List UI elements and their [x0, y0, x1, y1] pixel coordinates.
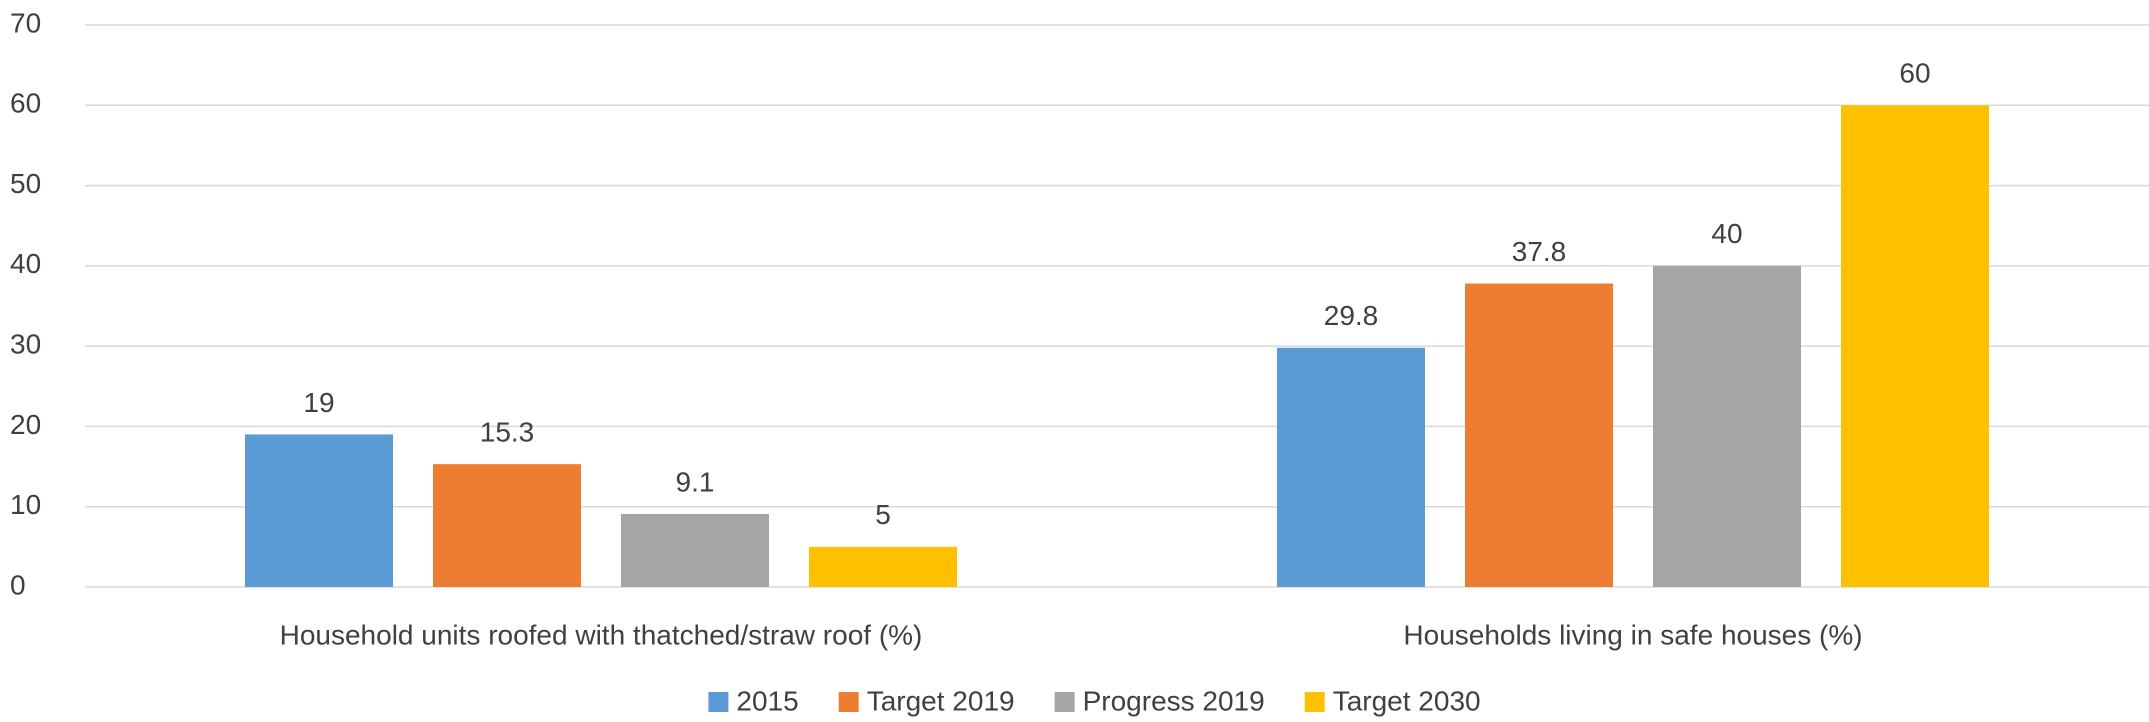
data-label: 19 [303, 387, 334, 418]
legend-label: Progress 2019 [1083, 685, 1265, 716]
y-tick-label: 40 [10, 248, 41, 279]
data-label: 5 [875, 499, 891, 530]
legend-swatch [838, 692, 859, 712]
data-label: 60 [1899, 58, 1930, 89]
y-tick-label: 50 [10, 168, 41, 199]
y-tick-label: 0 [10, 569, 26, 600]
y-tick-label: 20 [10, 409, 41, 440]
data-label: 15.3 [480, 417, 535, 448]
bar [433, 464, 581, 587]
y-tick-label: 30 [10, 329, 41, 360]
y-tick-label: 60 [10, 88, 41, 119]
bar [245, 434, 393, 587]
bar [621, 513, 769, 587]
bar [809, 546, 957, 587]
bar [1841, 105, 1989, 588]
legend-swatch [1304, 692, 1325, 712]
data-label: 40 [1711, 218, 1742, 249]
data-label: 37.8 [1512, 236, 1567, 267]
bar [1277, 347, 1425, 587]
bar [1653, 265, 1801, 587]
y-tick-label: 70 [10, 7, 41, 38]
x-tick-label: Household units roofed with thatched/str… [280, 619, 923, 650]
legend-label: 2015 [736, 685, 798, 716]
legend-swatch [708, 692, 729, 712]
legend-label: Target 2019 [867, 685, 1015, 716]
data-label: 29.8 [1324, 300, 1379, 331]
data-label: 9.1 [676, 466, 715, 497]
legend-swatch [1054, 692, 1075, 712]
x-tick-label: Households living in safe houses (%) [1403, 619, 1862, 650]
bar [1465, 283, 1613, 587]
legend-label: Target 2030 [1333, 685, 1481, 716]
y-tick-label: 10 [10, 489, 41, 520]
